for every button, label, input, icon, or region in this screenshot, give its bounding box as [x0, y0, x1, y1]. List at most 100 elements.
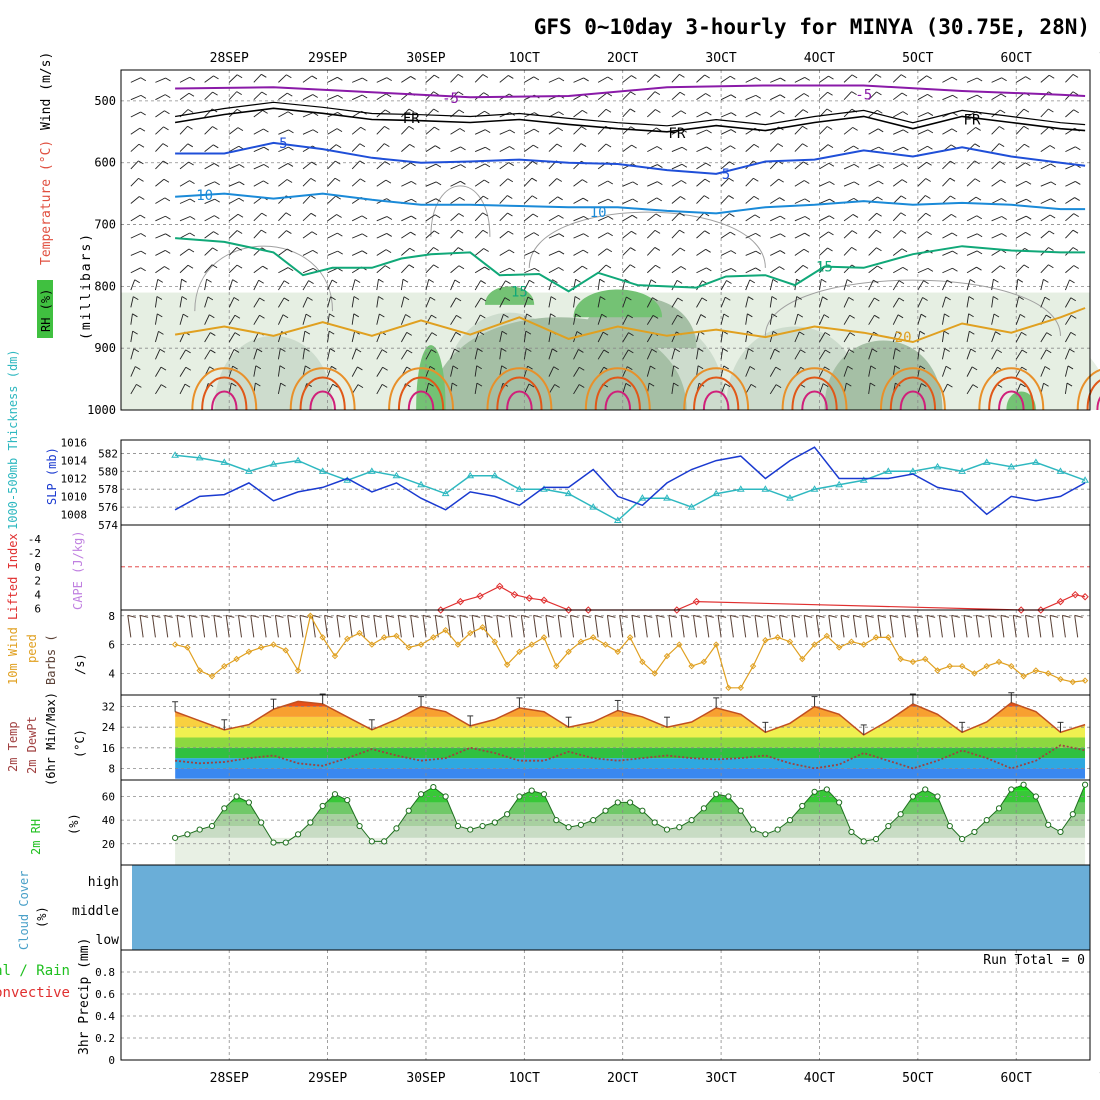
wind-barb: [450, 229, 459, 239]
wind-barb: [278, 230, 287, 239]
wind-barb-flag: [648, 382, 655, 387]
wind-speed-point: [577, 638, 585, 645]
surface-wind-barb-flag: [840, 614, 850, 618]
wind-barb-flag: [140, 94, 147, 99]
wind-barb-flag: [136, 384, 142, 388]
wind-barb-flag: [507, 195, 513, 199]
wind-barb: [597, 314, 603, 325]
wind-barb-flag: [874, 297, 880, 302]
wind-barb-flag: [679, 247, 686, 252]
temp-contour-low: [407, 390, 435, 411]
wind-barb-flag: [529, 279, 535, 284]
wind-barb-flag: [532, 160, 538, 165]
wind-barb-flag: [1072, 91, 1079, 96]
wind-barb-flag: [574, 296, 581, 300]
wind-barb-flag: [877, 265, 883, 270]
wind-barb: [573, 126, 582, 135]
wind-barb-flag: [827, 91, 833, 96]
surface-wind-barb-flag: [927, 614, 936, 618]
temp-contour-low: [889, 376, 937, 411]
rh-tick: 40: [102, 814, 115, 827]
wind-barb: [179, 198, 191, 204]
wind-barb-flag: [504, 297, 511, 302]
thickness-point: [933, 462, 942, 470]
li-tick: 2: [34, 575, 41, 588]
bottom-day-label: 30SEP: [406, 1071, 445, 1086]
wind-barb: [425, 349, 432, 360]
wind-barb-flag: [650, 365, 656, 370]
wind-barb-flag: [212, 91, 218, 96]
precip-tick: 0.8: [95, 966, 115, 979]
contour-label: 15: [511, 284, 528, 300]
wind-barb-flag: [361, 94, 368, 99]
wind-barb-flag: [999, 265, 1006, 270]
rh-point: [626, 799, 634, 806]
wind-barb-flag: [165, 233, 171, 238]
wind-barb-flag: [631, 230, 637, 235]
wind-speed-point: [1020, 673, 1027, 680]
wind-speed-point: [909, 658, 917, 666]
wind-barb-flag: [1044, 366, 1051, 370]
wind-barb-flag: [209, 314, 215, 319]
wind-barb-flag: [410, 162, 416, 167]
wind-barb-flag: [949, 177, 956, 182]
rh-band: [175, 837, 1086, 865]
wind-barb-flag: [287, 111, 294, 116]
wind-barb-flag: [312, 129, 319, 134]
wind-barb: [450, 265, 460, 274]
wind-barb: [1015, 108, 1025, 118]
wind-barb-flag: [362, 77, 368, 82]
wind-barb: [154, 279, 159, 291]
wind-barb: [351, 313, 355, 325]
wind-barb: [819, 162, 830, 170]
surface-wind-barb: [754, 615, 759, 638]
wind-barb-flag: [852, 127, 858, 131]
wind-barb-flag: [508, 230, 514, 235]
wind-barb: [474, 146, 486, 153]
wind-barb-flag: [334, 177, 341, 182]
wind-barb-flag: [480, 280, 486, 284]
wind-barb-flag: [433, 91, 439, 96]
wind-barb-flag: [599, 278, 605, 283]
wind-barb: [622, 366, 628, 377]
wind-barb-flag: [261, 229, 267, 234]
thickness-tick: 576: [98, 501, 118, 514]
wind-barb-flag: [851, 74, 858, 79]
wind-barb: [253, 128, 264, 135]
wind-speed-point: [971, 670, 978, 677]
wind-barb-flag: [133, 348, 139, 353]
wind-barb-flag: [726, 280, 732, 284]
wind-barb-flag: [1048, 74, 1055, 79]
surface-wind-barb-flag: [951, 614, 960, 618]
wind-barb-flag: [656, 146, 663, 150]
wind-speed-point: [294, 667, 302, 674]
wind-barb-flag: [411, 198, 417, 203]
wind-barb-flag: [970, 348, 976, 353]
wind-barb: [401, 108, 410, 118]
wind-barb-flag: [828, 162, 835, 167]
wind-speed-point: [196, 667, 203, 674]
wind-barb-flag: [1048, 108, 1054, 113]
wind-barb: [892, 195, 902, 204]
wind-barb-flag: [900, 230, 907, 234]
wind-barb: [1016, 215, 1027, 222]
wind-barb: [819, 314, 825, 325]
wind-barb-flag: [706, 267, 712, 272]
wind-barb: [597, 331, 604, 343]
surface-wind-barb-flag: [853, 614, 862, 618]
wind-barb-flag: [607, 232, 613, 237]
wind-barb-flag: [1048, 247, 1054, 251]
wind-barb: [942, 366, 947, 377]
surface-wind-barb-flag: [705, 614, 714, 618]
surface-wind-barb-flag: [459, 614, 468, 618]
wind-barb: [548, 77, 560, 83]
wind-barb-flag: [534, 268, 540, 272]
wind-barb-flag: [706, 129, 712, 134]
wind-barb-flag: [1025, 76, 1031, 81]
wind-barb: [892, 348, 896, 360]
wind-barb: [204, 198, 215, 204]
wind-barb: [893, 146, 904, 153]
side-label-wind-c: Barbs (: [44, 634, 58, 685]
wind-barb: [130, 384, 137, 395]
wind-barb: [155, 143, 164, 152]
